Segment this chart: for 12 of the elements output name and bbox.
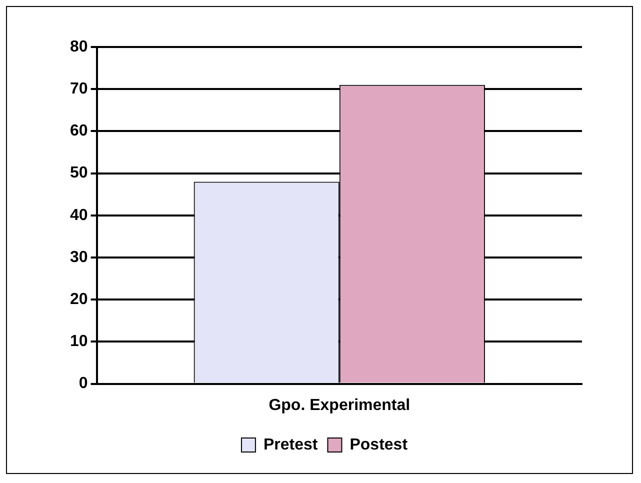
y-tick-label: 40 — [70, 206, 88, 224]
x-tick-label: Gpo. Experimental — [268, 396, 410, 414]
legend-label: Pretest — [263, 436, 318, 454]
y-tick-label: 70 — [70, 80, 88, 98]
y-tick-label: 0 — [78, 375, 88, 392]
y-tick-label: 80 — [70, 38, 88, 56]
y-tick-label: 30 — [70, 248, 88, 266]
y-tick-label: 50 — [70, 164, 88, 182]
y-tick-label: 10 — [70, 333, 88, 350]
y-tick-label: 60 — [70, 122, 88, 140]
legend-label: Postest — [350, 436, 408, 454]
y-tick-label: 20 — [70, 291, 88, 308]
